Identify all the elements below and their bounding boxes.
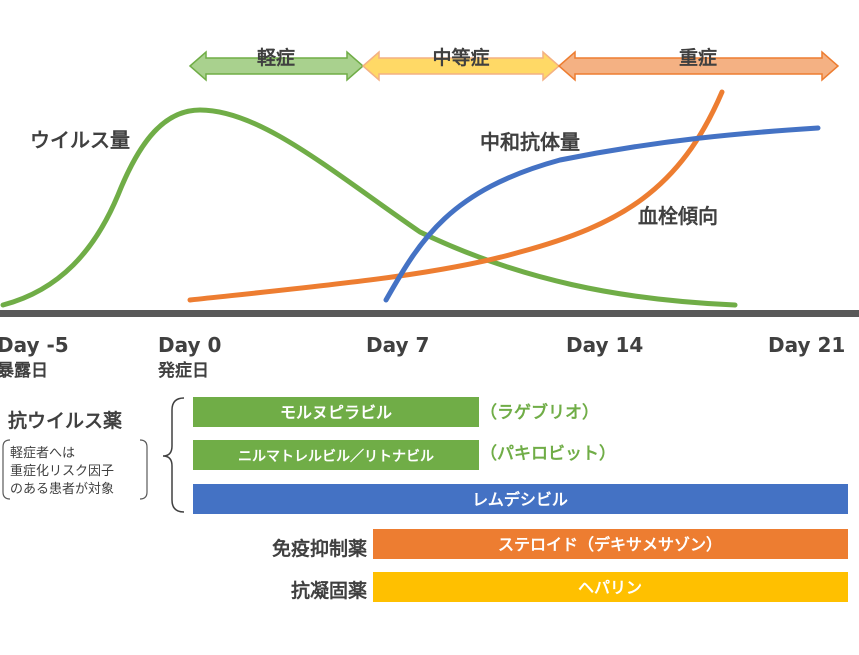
antiviral-note-line-3: のある患者が対象 [10, 482, 114, 497]
antiviral-note-bracket [2, 439, 148, 500]
antibody-curve [383, 125, 821, 303]
remdesivir-label: レムデシビル [472, 490, 568, 509]
molnupiravir-alias: （ラゲブリオ） [480, 402, 599, 423]
phase-label-moderate: 中等症 [432, 46, 489, 69]
tick-label-day-14: Day 14 [566, 333, 643, 357]
tick-label-day-21: Day 21 [768, 333, 845, 357]
steroid-bar [373, 529, 848, 559]
virus-curve-label: ウイルス量 [30, 128, 130, 152]
nirmatrelvir-ritonavir-alias: （パキロビット） [480, 443, 616, 464]
remdesivir-bar [193, 484, 848, 514]
antiviral-note-line-1: 軽症者へは [10, 446, 75, 461]
antiviral-heading: 抗ウイルス薬 [8, 409, 122, 432]
nirmatrelvir-ritonavir-label: ニルマトレルビル／リトナビル [238, 449, 434, 465]
phase-label-severe: 重症 [679, 46, 717, 69]
immunosuppressant-heading: 免疫抑制薬 [272, 537, 367, 560]
tick-label-day-minus5: Day -5 [0, 333, 69, 357]
molnupiravir-bar [193, 397, 479, 427]
timeline-axis [0, 310, 859, 317]
phase-arrows: 軽症 中等症 重症 [188, 46, 840, 82]
tick-sub-exposure-day: 暴露日 [0, 361, 48, 381]
nirmatrelvir-ritonavir-bar [193, 440, 479, 470]
tick-label-day-0: Day 0 [158, 333, 221, 357]
phase-label-mild: 軽症 [257, 46, 295, 69]
phase-arrow-severe [557, 50, 840, 82]
thrombosis-curve-label: 血栓傾向 [638, 204, 718, 228]
tick-sub-onset-day: 発症日 [157, 360, 209, 381]
antiviral-group-brace [162, 397, 185, 513]
antiviral-note-line-2: 重症化リスク因子 [10, 463, 114, 479]
molnupiravir-label: モルヌピラビル [280, 403, 392, 422]
heparin-label: ヘパリン [578, 578, 642, 597]
anticoagulant-heading: 抗凝固薬 [291, 579, 367, 602]
thrombosis-curve [187, 89, 725, 303]
heparin-bar [373, 572, 848, 602]
tick-label-day-7: Day 7 [366, 333, 429, 357]
antibody-curve-label: 中和抗体量 [480, 130, 580, 154]
virus-curve [0, 107, 738, 308]
steroid-label: ステロイド（デキサメサゾン） [498, 535, 722, 554]
